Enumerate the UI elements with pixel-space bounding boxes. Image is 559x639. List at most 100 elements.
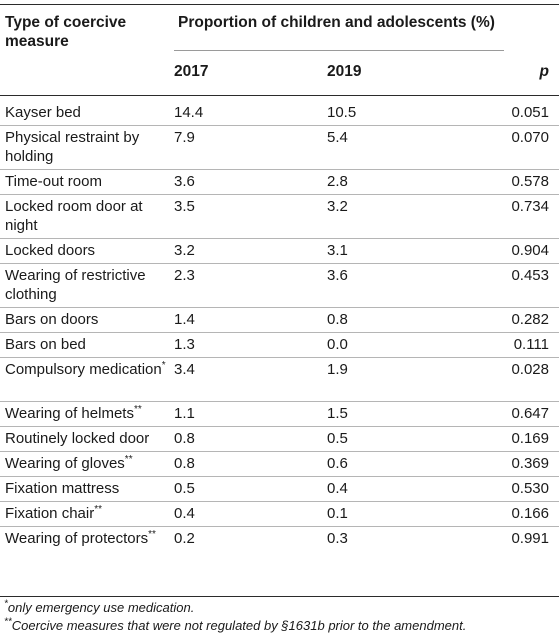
value-2017: 0.5 bbox=[174, 480, 195, 497]
value-2019: 0.1 bbox=[327, 505, 348, 522]
measure-footnote-mark: ** bbox=[124, 454, 133, 465]
bottom-rule bbox=[0, 596, 559, 597]
p-value: 0.169 bbox=[511, 430, 549, 447]
value-2019: 10.5 bbox=[327, 104, 357, 121]
p-value: 0.051 bbox=[511, 104, 549, 121]
measure-cell: Fixation mattress bbox=[5, 479, 175, 498]
p-value: 0.578 bbox=[511, 173, 549, 190]
value-2017: 14.4 bbox=[174, 104, 204, 121]
p-value: 0.530 bbox=[511, 480, 549, 497]
value-2017: 3.4 bbox=[174, 361, 195, 378]
measure-label: Locked room door at night bbox=[5, 198, 143, 234]
measure-cell: Wearing of gloves** bbox=[5, 454, 175, 473]
value-2019: 1.9 bbox=[327, 361, 348, 378]
row-separator bbox=[0, 307, 559, 308]
value-2017: 0.8 bbox=[174, 455, 195, 472]
measure-cell: Time-out room bbox=[5, 172, 175, 191]
measure-label: Wearing of protectors bbox=[5, 530, 149, 547]
measure-cell: Fixation chair** bbox=[5, 504, 175, 523]
p-value: 0.028 bbox=[511, 361, 549, 378]
measure-label: Bars on bed bbox=[5, 336, 86, 353]
measure-cell: Kayser bed bbox=[5, 103, 175, 122]
value-2017: 3.5 bbox=[174, 198, 195, 215]
measure-label: Fixation chair bbox=[5, 505, 95, 522]
row-separator bbox=[0, 125, 559, 126]
row-separator bbox=[0, 357, 559, 358]
p-value: 0.453 bbox=[511, 267, 549, 284]
p-value: 0.991 bbox=[511, 530, 549, 547]
footnote-2-text: Coercive measures that were not regulate… bbox=[11, 618, 467, 633]
value-2019: 2.8 bbox=[327, 173, 348, 190]
measure-label: Wearing of gloves bbox=[5, 455, 125, 472]
measure-cell: Physical restraint by holding bbox=[5, 128, 175, 166]
measure-label: Routinely locked door bbox=[5, 430, 150, 447]
row-separator bbox=[0, 501, 559, 502]
measure-cell: Locked doors bbox=[5, 241, 175, 260]
measure-label: Wearing of helmets bbox=[5, 405, 134, 422]
measure-footnote-mark: * bbox=[161, 360, 166, 371]
value-2019: 3.1 bbox=[327, 242, 348, 259]
measure-cell: Wearing of helmets** bbox=[5, 404, 175, 423]
value-2019: 5.4 bbox=[327, 129, 348, 146]
measure-label: Locked doors bbox=[5, 242, 96, 259]
row-separator bbox=[0, 332, 559, 333]
value-2017: 1.4 bbox=[174, 311, 195, 328]
measure-cell: Wearing of restrictive clothing bbox=[5, 266, 175, 304]
footnote-1-mark: * bbox=[4, 598, 8, 610]
header-2017: 2017 bbox=[174, 63, 209, 80]
measure-footnote-mark: ** bbox=[94, 504, 102, 515]
value-2017: 3.2 bbox=[174, 242, 195, 259]
value-2017: 0.8 bbox=[174, 430, 195, 447]
footnote-2-mark: ** bbox=[4, 616, 12, 628]
value-2019: 0.4 bbox=[327, 480, 348, 497]
measure-cell: Bars on doors bbox=[5, 310, 175, 329]
measure-label: Time-out room bbox=[5, 173, 102, 190]
measure-cell: Bars on bed bbox=[5, 335, 175, 354]
row-separator bbox=[0, 194, 559, 195]
measure-cell: Compulsory medication* bbox=[5, 360, 175, 379]
top-rule bbox=[0, 4, 559, 5]
value-2017: 7.9 bbox=[174, 129, 195, 146]
p-value: 0.111 bbox=[513, 336, 549, 353]
footnote-1-text: only emergency use medication. bbox=[7, 600, 195, 615]
measure-footnote-mark: ** bbox=[133, 404, 142, 415]
value-2017: 1.3 bbox=[174, 336, 195, 353]
row-separator bbox=[0, 401, 559, 402]
header-2019: 2019 bbox=[327, 63, 362, 80]
row-separator bbox=[0, 426, 559, 427]
value-2019: 1.5 bbox=[327, 405, 348, 422]
measure-label: Kayser bed bbox=[5, 104, 81, 121]
measure-label: Physical restraint by holding bbox=[5, 129, 140, 165]
row-separator bbox=[0, 476, 559, 477]
p-value: 0.904 bbox=[511, 242, 549, 259]
value-2017: 0.2 bbox=[174, 530, 195, 547]
p-value: 0.647 bbox=[511, 405, 549, 422]
measure-label: Fixation mattress bbox=[5, 480, 120, 497]
value-2019: 3.2 bbox=[327, 198, 348, 215]
row-separator bbox=[0, 451, 559, 452]
measure-cell: Locked room door at night bbox=[5, 197, 175, 235]
p-value: 0.734 bbox=[511, 198, 549, 215]
p-value: 0.070 bbox=[511, 129, 549, 146]
row-separator bbox=[0, 526, 559, 527]
measure-label: Compulsory medication bbox=[5, 361, 162, 378]
value-2019: 0.8 bbox=[327, 311, 348, 328]
row-separator bbox=[0, 169, 559, 170]
value-2017: 1.1 bbox=[174, 405, 195, 422]
value-2019: 0.0 bbox=[327, 336, 348, 353]
header-rule bbox=[0, 95, 559, 96]
value-2019: 3.6 bbox=[327, 267, 348, 284]
footnote-1: *only emergency use medication. bbox=[4, 598, 195, 616]
measure-cell: Wearing of protectors** bbox=[5, 529, 175, 548]
p-value: 0.369 bbox=[511, 455, 549, 472]
measure-label: Wearing of restrictive clothing bbox=[5, 267, 146, 303]
header-proportion-group: Proportion of children and adolescents (… bbox=[178, 14, 495, 31]
value-2019: 0.5 bbox=[327, 430, 348, 447]
row-separator bbox=[0, 263, 559, 264]
measure-footnote-mark: ** bbox=[148, 529, 156, 540]
p-value: 0.166 bbox=[511, 505, 549, 522]
value-2019: 0.3 bbox=[327, 530, 348, 547]
value-2019: 0.6 bbox=[327, 455, 348, 472]
footnote-2: **Coercive measures that were not regula… bbox=[4, 616, 467, 634]
